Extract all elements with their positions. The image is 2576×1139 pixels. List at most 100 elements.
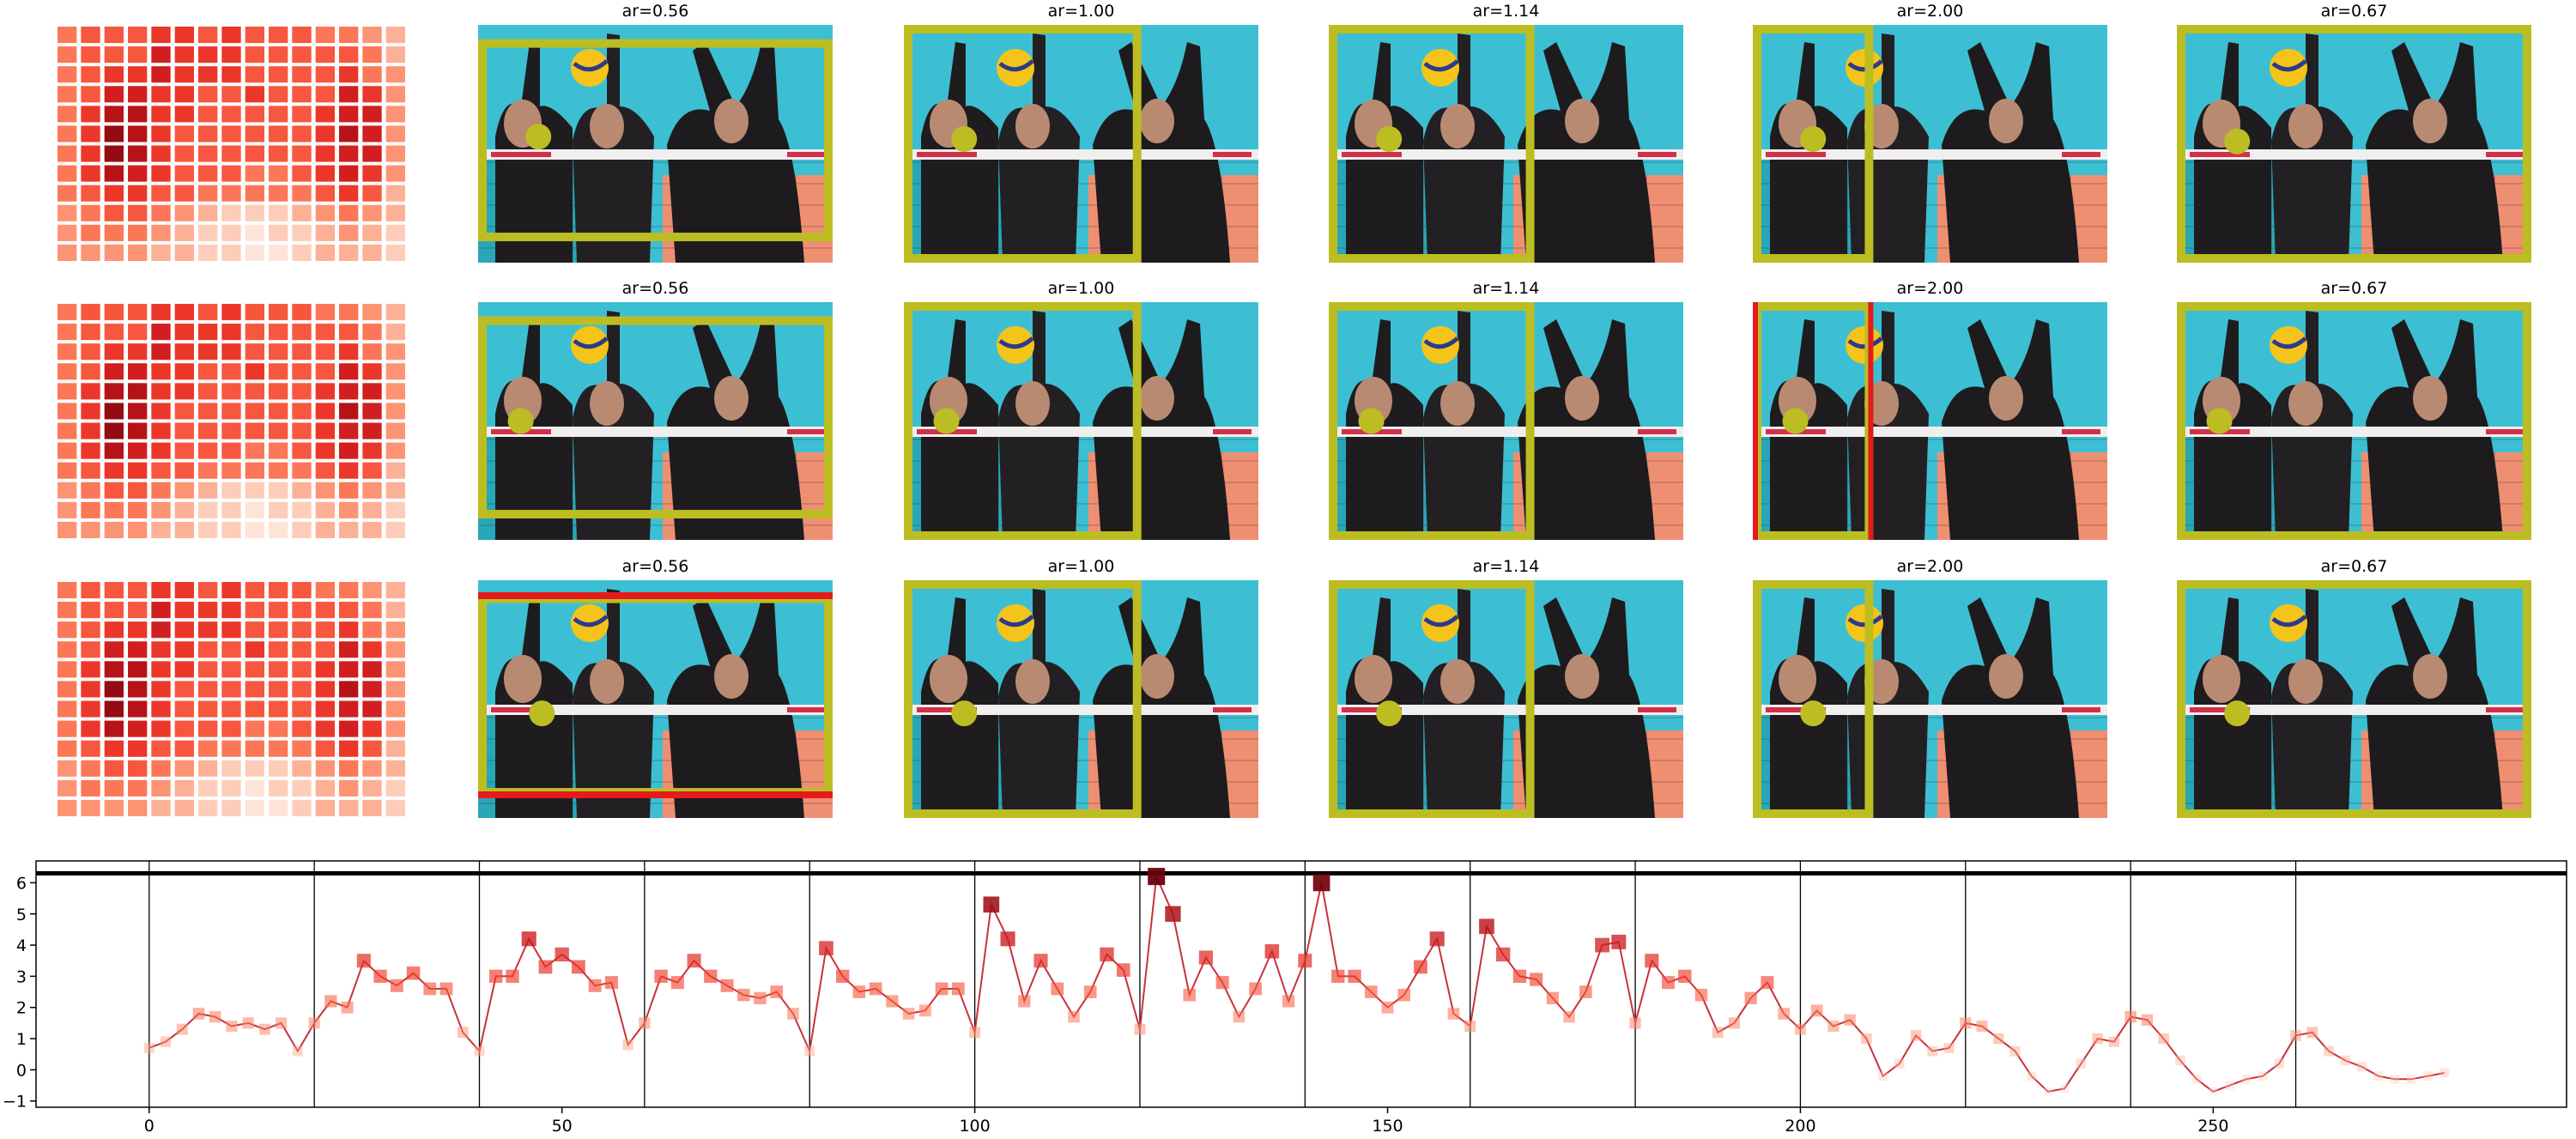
- marker: [622, 1039, 633, 1051]
- heatmap-cell: [245, 343, 264, 360]
- axes-frame: [35, 860, 2567, 1108]
- heatmap-cell: [81, 106, 100, 123]
- marker: [1512, 969, 1527, 984]
- marker: [521, 931, 536, 947]
- heatmap-cell: [198, 779, 218, 797]
- heatmap-cell: [385, 422, 405, 439]
- heatmap-cell: [81, 86, 100, 103]
- marker: [1694, 988, 1708, 1002]
- heatmap-cell: [104, 681, 124, 698]
- heatmap-cell: [339, 501, 359, 518]
- x-tick-label: 150: [1372, 1117, 1403, 1136]
- heatmap-cell: [151, 740, 171, 757]
- heatmap-cell: [362, 501, 382, 518]
- heatmap-cell: [58, 86, 77, 103]
- heatmap-cell: [315, 403, 335, 420]
- heatmap-cell: [151, 106, 171, 123]
- heatmap-cell: [128, 27, 148, 44]
- marker: [1728, 1017, 1741, 1029]
- heatmap-cell: [315, 125, 335, 142]
- heatmap-cell: [128, 602, 148, 619]
- heatmap-cell: [362, 521, 382, 538]
- marker: [1712, 1027, 1724, 1039]
- heatmap-cell: [104, 602, 124, 619]
- heatmap-cell: [292, 27, 312, 44]
- heatmap-cell: [198, 383, 218, 400]
- heatmap-cell: [81, 363, 100, 380]
- heatmap-cell: [269, 621, 288, 639]
- heatmap-cell: [269, 244, 288, 261]
- heatmap-cell: [292, 779, 312, 797]
- heatmap-cell: [58, 720, 77, 737]
- marker: [1381, 1001, 1394, 1014]
- y-tick-label: 6: [16, 874, 27, 893]
- heatmap-cell: [151, 442, 171, 459]
- heatmap-cell: [269, 422, 288, 439]
- y-tick-label: −1: [3, 1093, 27, 1112]
- heatmap-cell: [198, 343, 218, 360]
- heatmap-cell: [151, 700, 171, 718]
- heatmap-cell: [151, 204, 171, 221]
- heatmap-cell: [128, 304, 148, 321]
- heatmap-cell: [269, 145, 288, 162]
- heatmap-cell: [58, 799, 77, 816]
- heatmap-cell: [315, 779, 335, 797]
- heatmap-cell: [269, 383, 288, 400]
- marker: [1051, 982, 1064, 996]
- heatmap-cell: [339, 324, 359, 341]
- heatmap-cell: [174, 204, 194, 221]
- heatmap-cell: [221, 422, 241, 439]
- heatmap-cell: [245, 403, 264, 420]
- marker: [720, 978, 734, 992]
- heatmap-cell: [174, 799, 194, 816]
- heatmap-cell: [174, 244, 194, 261]
- marker: [2158, 1033, 2169, 1045]
- heatmap-cell: [269, 185, 288, 202]
- heatmap-cell: [315, 602, 335, 619]
- heatmap-cell: [128, 482, 148, 499]
- heatmap-cell: [151, 779, 171, 797]
- heatmap-cell: [385, 799, 405, 816]
- marker: [1148, 868, 1166, 886]
- heatmap-cell: [362, 27, 382, 44]
- heatmap-cell: [221, 779, 241, 797]
- marker: [2009, 1045, 2021, 1057]
- heatmap-cell: [174, 700, 194, 718]
- heatmap-cell: [315, 621, 335, 639]
- heatmap-cell: [58, 66, 77, 83]
- heatmap-cell: [245, 779, 264, 797]
- heatmap-cell: [151, 501, 171, 518]
- marker: [935, 982, 949, 996]
- heatmap-cell: [58, 145, 77, 162]
- heatmap-cell: [128, 403, 148, 420]
- heatmap-cell: [245, 106, 264, 123]
- heatmap-cell: [315, 145, 335, 162]
- heatmap-cell: [151, 363, 171, 380]
- heatmap-cell: [104, 145, 124, 162]
- heatmap-cell: [58, 462, 77, 479]
- heatmap-cell: [151, 27, 171, 44]
- heatmap-cell: [385, 720, 405, 737]
- marker: [1165, 906, 1181, 922]
- heatmap-cell: [385, 760, 405, 777]
- y-tick-label: 5: [16, 906, 27, 924]
- marker: [2324, 1045, 2334, 1057]
- heatmap-cell: [362, 641, 382, 658]
- photo: [904, 580, 1258, 818]
- heatmap-cell: [245, 46, 264, 64]
- panel-title: ar=0.56: [622, 279, 689, 298]
- heatmap-cell: [362, 86, 382, 103]
- heatmap-cell: [221, 462, 241, 479]
- heatmap-cell: [292, 204, 312, 221]
- marker: [457, 1027, 469, 1039]
- heatmap-cell: [245, 799, 264, 816]
- heatmap-cell: [151, 681, 171, 698]
- heatmap-cell: [221, 363, 241, 380]
- heatmap-cell: [245, 462, 264, 479]
- heatmap-cell: [58, 621, 77, 639]
- heatmap-cell: [104, 641, 124, 658]
- heatmap-cell: [362, 403, 382, 420]
- heatmap-cell: [104, 442, 124, 459]
- heatmap-cell: [269, 165, 288, 182]
- heatmap-cell: [198, 165, 218, 182]
